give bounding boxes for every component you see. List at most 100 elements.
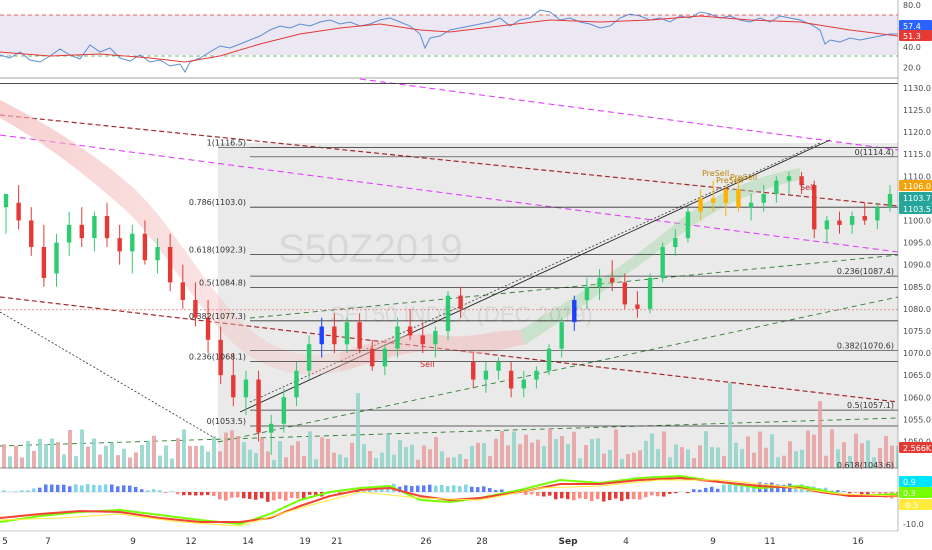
volume-bar [14,445,18,468]
volume-bar [26,441,30,468]
macd-histogram-bar [842,491,846,492]
macd-histogram-bar [656,492,660,497]
volume-bar [458,454,462,468]
macd-histogram-bar [368,489,372,492]
price-tick: 1075.0 [903,327,931,336]
volume-bar [482,443,486,468]
macd-histogram-bar [212,492,216,496]
volume-bar [404,447,408,468]
volume-bar [230,430,234,468]
cloud-band-transition [340,330,525,372]
candle-body [875,207,880,221]
volume-bar [182,429,186,468]
macd-histogram-bar [782,484,786,492]
macd-histogram-bar [416,485,420,492]
price-tick: 1055.0 [903,415,931,424]
candle-body [193,300,198,318]
volume-bar [614,429,618,468]
candle-body [407,326,413,336]
volume-bar [728,382,732,468]
fib-label-right: 0.5(1057.1) [847,401,894,410]
macd-histogram-bar [590,492,594,502]
volume-bar [56,442,60,468]
macd-histogram-bar [866,492,870,497]
price-badge: 1103.7 [903,194,931,203]
fib-label-right: 0.382(1070.6) [837,341,894,350]
time-tick: 28 [476,537,488,547]
volume-bar [650,433,654,468]
candle-body [597,277,602,287]
signal-label: PreSell [702,169,729,178]
volume-bar [584,445,588,468]
price-badge-bg [899,180,932,191]
candle-body [218,339,223,376]
time-tick: 21 [331,537,342,547]
macd-histogram-bar [728,484,732,492]
volume-bar [566,443,570,468]
macd-histogram-bar [194,492,198,496]
macd-histogram-bar [2,490,6,492]
macd-histogram-bar [44,484,48,492]
macd-histogram-bar [74,484,78,492]
volume-bar [434,437,438,468]
candle-body [344,322,350,345]
candle-body [142,233,148,261]
macd-histogram-bar [668,492,672,494]
rsi-tick: 80.0 [903,1,921,10]
volume-bar [494,438,498,468]
signal-label: Sell [420,360,434,369]
volume-bar [860,443,864,468]
volume-bar [410,444,414,468]
macd-histogram-bar [578,492,582,499]
volume-bar [326,438,330,468]
macd-histogram-bar [716,488,720,492]
volume-bar [122,448,126,468]
volume-bar [644,440,648,468]
time-tick: 12 [185,537,196,547]
macd-histogram-bar [464,484,468,492]
volume-bar [842,442,846,468]
volume-bar [590,438,594,468]
price-tick: 1130.0 [903,84,931,93]
volume-bar [254,453,258,468]
volume-bar [716,447,720,468]
macd-histogram-bar [254,492,258,500]
volume-bar [548,428,552,468]
candle-body [786,176,792,181]
volume-bar [692,458,696,468]
volume-bar [104,445,108,468]
macd-histogram-bar [710,486,714,492]
volume-bar [296,441,300,468]
volume-bar [476,442,480,468]
macd-histogram-bar [692,489,696,492]
macd-badge-bg [899,476,932,487]
macd-histogram-bar [752,484,756,492]
macd-histogram-bar [86,484,90,492]
macd-histogram-bar [62,484,66,492]
candle-body [54,242,59,274]
candle-body [382,348,388,367]
volume-bar [530,442,534,468]
macd-histogram-bar [662,492,666,497]
macd-badge-bg [899,499,932,510]
volume-bar [392,454,396,468]
macd-histogram-bar [302,492,306,499]
time-tick: 11 [764,537,775,547]
macd-histogram-bar [704,487,708,492]
macd-histogram-bar [572,492,576,501]
volume-bar [890,445,894,468]
candle-body [837,220,842,225]
candle-body [117,238,122,252]
macd-histogram-bar [488,488,492,492]
macd-zero-line [0,479,899,527]
volume-bar [836,449,840,468]
time-tick: Sep [558,537,578,547]
price-badge-bg [899,203,932,214]
macd-histogram-bar [314,492,318,496]
volume-bar [818,401,822,468]
volume-bar [248,449,252,468]
candle-body [622,282,627,305]
volume-bar [518,444,522,468]
volume-series [2,382,900,468]
